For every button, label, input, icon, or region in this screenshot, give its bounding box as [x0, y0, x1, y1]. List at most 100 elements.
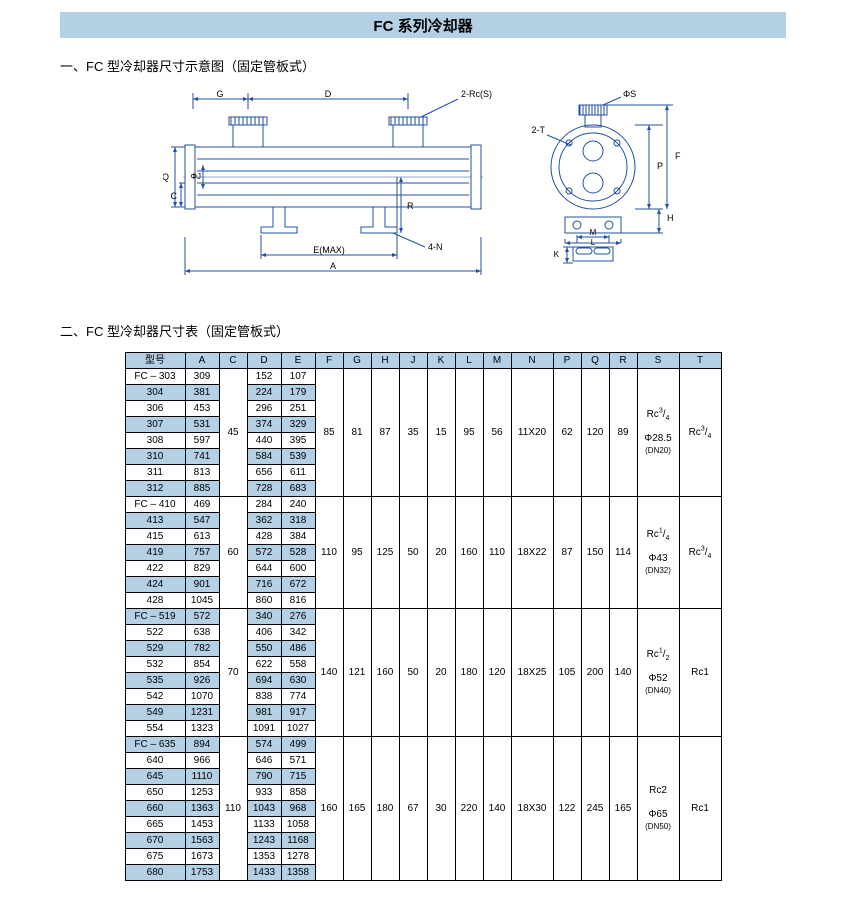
table-cell: 415 [125, 529, 185, 545]
page-title: FC 系列冷却器 [373, 15, 472, 36]
col-header: H [371, 353, 399, 369]
col-header: G [343, 353, 371, 369]
col-header: 型号 [125, 353, 185, 369]
col-header: K [427, 353, 455, 369]
table-cell: 1045 [185, 593, 219, 609]
svg-text:R: R [407, 201, 414, 211]
table-cell: 424 [125, 577, 185, 593]
table-cell: 140 [483, 737, 511, 881]
table-cell: 110 [483, 497, 511, 609]
table-cell: 529 [125, 641, 185, 657]
svg-text:4-N: 4-N [428, 242, 443, 252]
table-cell: 680 [125, 865, 185, 881]
table-cell: 340 [247, 609, 281, 625]
table-cell: Rc1 [679, 737, 721, 881]
svg-text:ΦQ: ΦQ [163, 172, 169, 182]
svg-text:H: H [667, 213, 674, 223]
table-cell: 440 [247, 433, 281, 449]
table-cell: 140 [609, 609, 637, 737]
table-cell: 499 [281, 737, 315, 753]
table-cell: 486 [281, 641, 315, 657]
table-cell: 240 [281, 497, 315, 513]
table-cell: 419 [125, 545, 185, 561]
table-cell: 547 [185, 513, 219, 529]
table-cell: 50 [399, 609, 427, 737]
table-cell: 650 [125, 785, 185, 801]
table-cell: 45 [219, 369, 247, 497]
svg-text:D: D [325, 89, 332, 99]
table-cell: 1253 [185, 785, 219, 801]
svg-text:L: L [591, 238, 596, 247]
table-cell: Rc3/4Φ28.5(DN20) [637, 369, 679, 497]
table-cell: 885 [185, 481, 219, 497]
col-header: J [399, 353, 427, 369]
table-cell: 95 [343, 497, 371, 609]
table-cell: 571 [281, 753, 315, 769]
table-cell: 554 [125, 721, 185, 737]
table-cell: 600 [281, 561, 315, 577]
table-cell: 694 [247, 673, 281, 689]
table-cell: 981 [247, 705, 281, 721]
svg-text:K: K [554, 250, 560, 259]
table-cell: 107 [281, 369, 315, 385]
table-cell: 220 [455, 737, 483, 881]
col-header: R [609, 353, 637, 369]
table-cell: 56 [483, 369, 511, 497]
table-cell: FC – 303 [125, 369, 185, 385]
table-cell: 15 [427, 369, 455, 497]
table-cell: 310 [125, 449, 185, 465]
table-cell: Rc1 [679, 609, 721, 737]
table-cell: 532 [125, 657, 185, 673]
table-cell: 622 [247, 657, 281, 673]
table-cell: 854 [185, 657, 219, 673]
table-cell: 542 [125, 689, 185, 705]
table-cell: 597 [185, 433, 219, 449]
table-cell: FC – 635 [125, 737, 185, 753]
table-cell: 428 [247, 529, 281, 545]
table-cell: Rc3/4 [679, 369, 721, 497]
table-cell: 838 [247, 689, 281, 705]
table-cell: 428 [125, 593, 185, 609]
table-cell: 549 [125, 705, 185, 721]
table-cell: 308 [125, 433, 185, 449]
table-cell: 829 [185, 561, 219, 577]
table-cell: 638 [185, 625, 219, 641]
table-cell: 406 [247, 625, 281, 641]
svg-text:G: G [216, 89, 223, 99]
table-cell: 312 [125, 481, 185, 497]
table-cell: 1133 [247, 817, 281, 833]
table-cell: 531 [185, 417, 219, 433]
table-cell: 35 [399, 369, 427, 497]
table-cell: 276 [281, 609, 315, 625]
table-cell: 81 [343, 369, 371, 497]
table-cell: 381 [185, 385, 219, 401]
svg-text:F: F [675, 151, 681, 161]
table-cell: 120 [483, 609, 511, 737]
table-cell: 675 [125, 849, 185, 865]
table-cell: 110 [219, 737, 247, 881]
col-header: T [679, 353, 721, 369]
table-cell: 522 [125, 625, 185, 641]
table-cell: 645 [125, 769, 185, 785]
table-cell: 200 [581, 609, 609, 737]
table-cell: 150 [581, 497, 609, 609]
table-cell: 20 [427, 609, 455, 737]
table-cell: 18X22 [511, 497, 553, 609]
table-cell: 422 [125, 561, 185, 577]
table-cell: 1323 [185, 721, 219, 737]
table-cell: 757 [185, 545, 219, 561]
diagram-container: GD2-Rc(S)AE(MAX)4-NΦQCΦJR ΦS2-TPFHMLK [60, 87, 786, 297]
table-cell: 858 [281, 785, 315, 801]
table-cell: 901 [185, 577, 219, 593]
table-cell: 550 [247, 641, 281, 657]
table-cell: 89 [609, 369, 637, 497]
table-cell: 125 [371, 497, 399, 609]
table-cell: 60 [219, 497, 247, 609]
table-cell: 1168 [281, 833, 315, 849]
table-cell: 50 [399, 497, 427, 609]
table-cell: 572 [247, 545, 281, 561]
table-cell: 120 [581, 369, 609, 497]
table-cell: 87 [371, 369, 399, 497]
table-cell: 284 [247, 497, 281, 513]
table-cell: 640 [125, 753, 185, 769]
